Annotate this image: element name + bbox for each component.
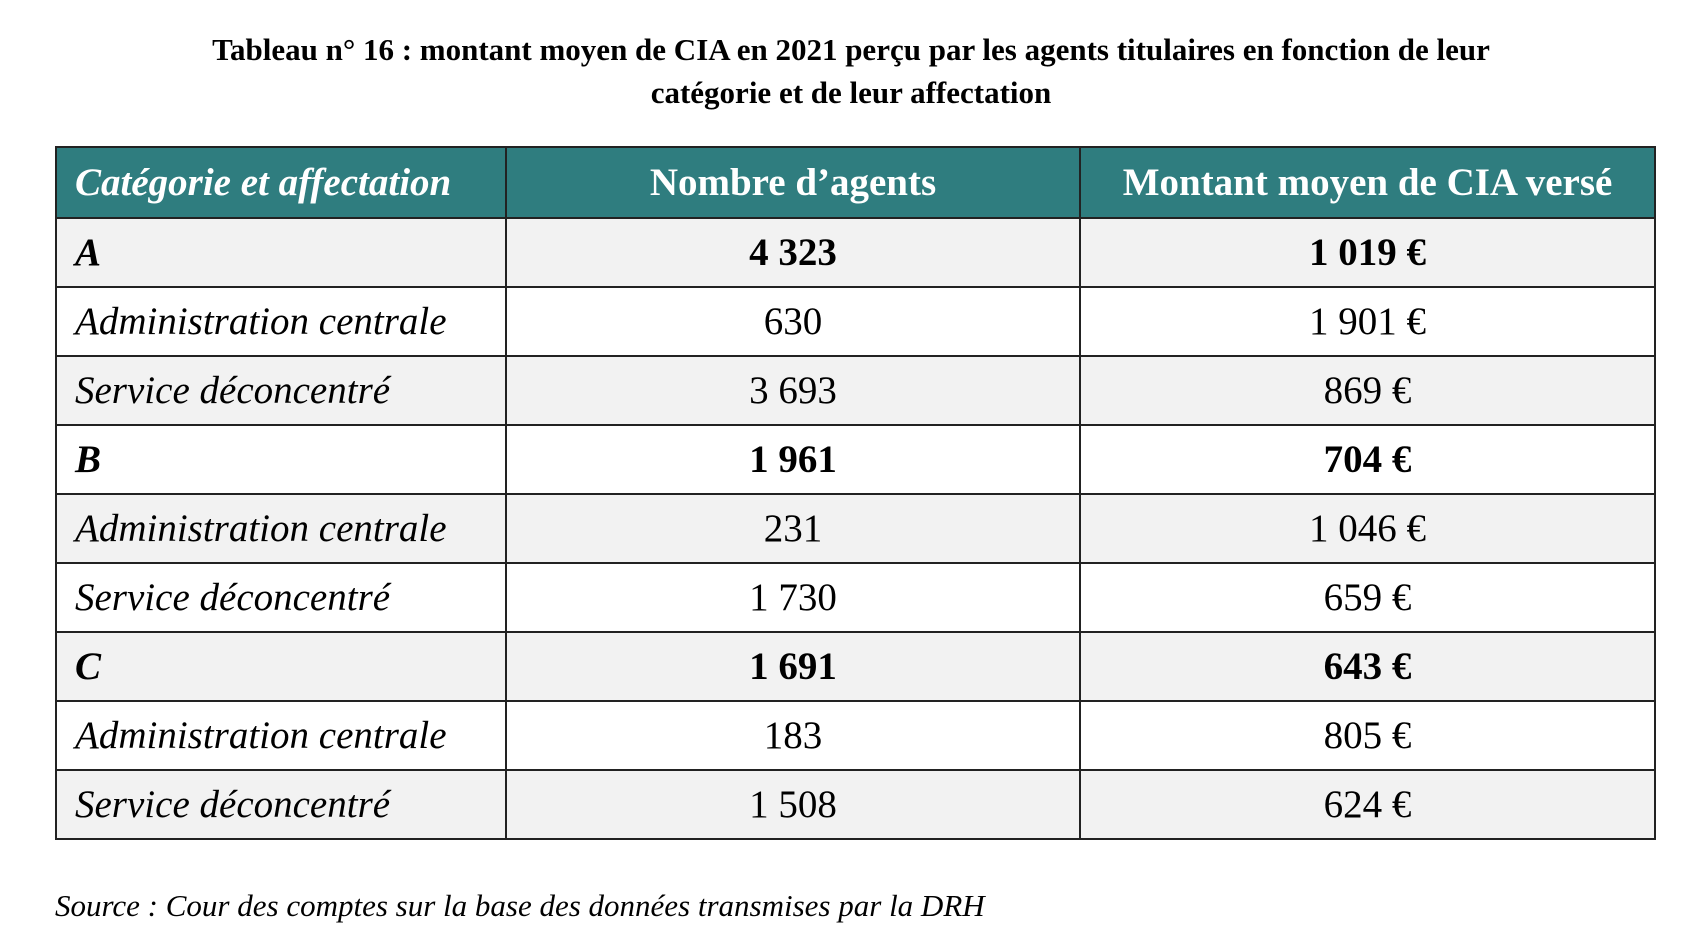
row-label: Administration centrale [55,286,507,357]
row-label: A [55,217,507,288]
table-header-row: Catégorie et affectation Nombre d’agents… [55,146,1656,219]
table-row: Administration centrale 231 1 046 € [55,493,1656,564]
table-title-line-2: catégorie et de leur affectation [650,75,1052,110]
row-agents: 1 961 [505,424,1081,495]
header-categorie: Catégorie et affectation [55,146,507,219]
table-row-category: C 1 691 643 € [55,631,1656,702]
row-agents: 1 508 [505,769,1081,840]
row-agents: 1 730 [505,562,1081,633]
header-montant-moyen: Montant moyen de CIA versé [1079,146,1656,219]
row-montant: 643 € [1079,631,1656,702]
row-label: Service déconcentré [55,562,507,633]
row-agents: 231 [505,493,1081,564]
row-label: B [55,424,507,495]
table-title: Tableau n° 16 : montant moyen de CIA en … [60,28,1642,114]
row-label: Service déconcentré [55,769,507,840]
table-row-category: A 4 323 1 019 € [55,217,1656,288]
row-agents: 183 [505,700,1081,771]
source-note: Source : Cour des comptes sur la base de… [55,888,985,923]
row-montant: 624 € [1079,769,1656,840]
row-label: Service déconcentré [55,355,507,426]
row-montant: 704 € [1079,424,1656,495]
table-row: Service déconcentré 1 508 624 € [55,769,1656,840]
table-title-line-1: Tableau n° 16 : montant moyen de CIA en … [212,32,1490,67]
table-row: Service déconcentré 1 730 659 € [55,562,1656,633]
row-montant: 659 € [1079,562,1656,633]
header-nombre-agents: Nombre d’agents [505,146,1081,219]
row-label: Administration centrale [55,700,507,771]
row-montant: 869 € [1079,355,1656,426]
table-row: Administration centrale 630 1 901 € [55,286,1656,357]
row-agents: 1 691 [505,631,1081,702]
row-montant: 1 046 € [1079,493,1656,564]
table-row: Administration centrale 183 805 € [55,700,1656,771]
row-montant: 805 € [1079,700,1656,771]
cia-table: Catégorie et affectation Nombre d’agents… [55,146,1656,840]
row-agents: 4 323 [505,217,1081,288]
row-agents: 3 693 [505,355,1081,426]
row-montant: 1 901 € [1079,286,1656,357]
table-row-category: B 1 961 704 € [55,424,1656,495]
row-agents: 630 [505,286,1081,357]
row-montant: 1 019 € [1079,217,1656,288]
table-row: Service déconcentré 3 693 869 € [55,355,1656,426]
row-label: C [55,631,507,702]
row-label: Administration centrale [55,493,507,564]
